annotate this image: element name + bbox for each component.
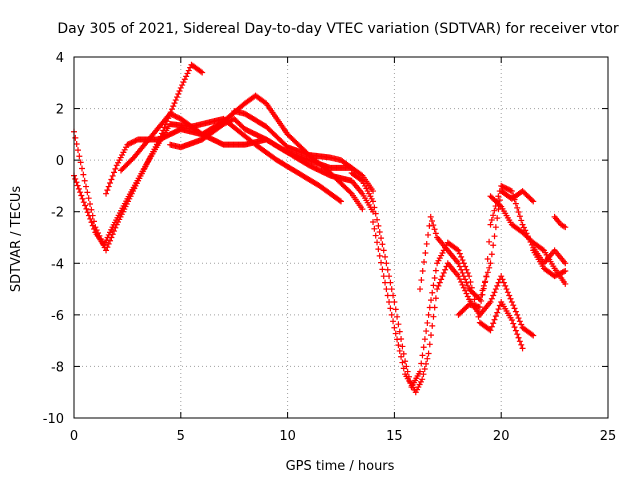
series-markers-track-6 (231, 108, 355, 171)
y-tick-label: -8 (51, 360, 64, 375)
x-tick-label: 10 (279, 429, 296, 444)
y-tick-label: -10 (43, 412, 64, 427)
x-tick-label: 25 (600, 429, 617, 444)
axis-ticks: 0 5 10 15 20 25 -10 -8 -6 -4 -2 0 2 4 (43, 51, 617, 444)
y-tick-label: 2 (56, 103, 64, 118)
plot-frame (73, 56, 609, 419)
series-markers-track-12 (530, 247, 569, 280)
x-tick-label: 5 (177, 429, 185, 444)
x-tick-label: 20 (493, 429, 510, 444)
series-track-13 (551, 213, 569, 231)
series-track-8 (370, 219, 537, 396)
series-markers-track-13 (551, 213, 569, 231)
x-axis-label: GPS time / hours (286, 459, 395, 474)
series-track-9 (417, 188, 537, 303)
x-tick-label: 0 (70, 429, 78, 444)
y-axis-label: SDTVAR / TECUs (9, 186, 24, 293)
series-markers-track-9 (417, 188, 537, 303)
x-tick-label: 15 (386, 429, 403, 444)
series-track-6 (231, 108, 355, 171)
series-markers-track-8 (370, 219, 537, 396)
y-tick-label: 4 (56, 51, 64, 66)
y-tick-label: -2 (51, 206, 64, 221)
y-tick-label: -4 (51, 257, 64, 272)
series-track-12 (530, 247, 569, 280)
y-tick-label: -6 (51, 309, 64, 324)
y-tick-label: 0 (56, 154, 64, 169)
chart-title: Day 305 of 2021, Sidereal Day-to-day VTE… (57, 21, 619, 37)
